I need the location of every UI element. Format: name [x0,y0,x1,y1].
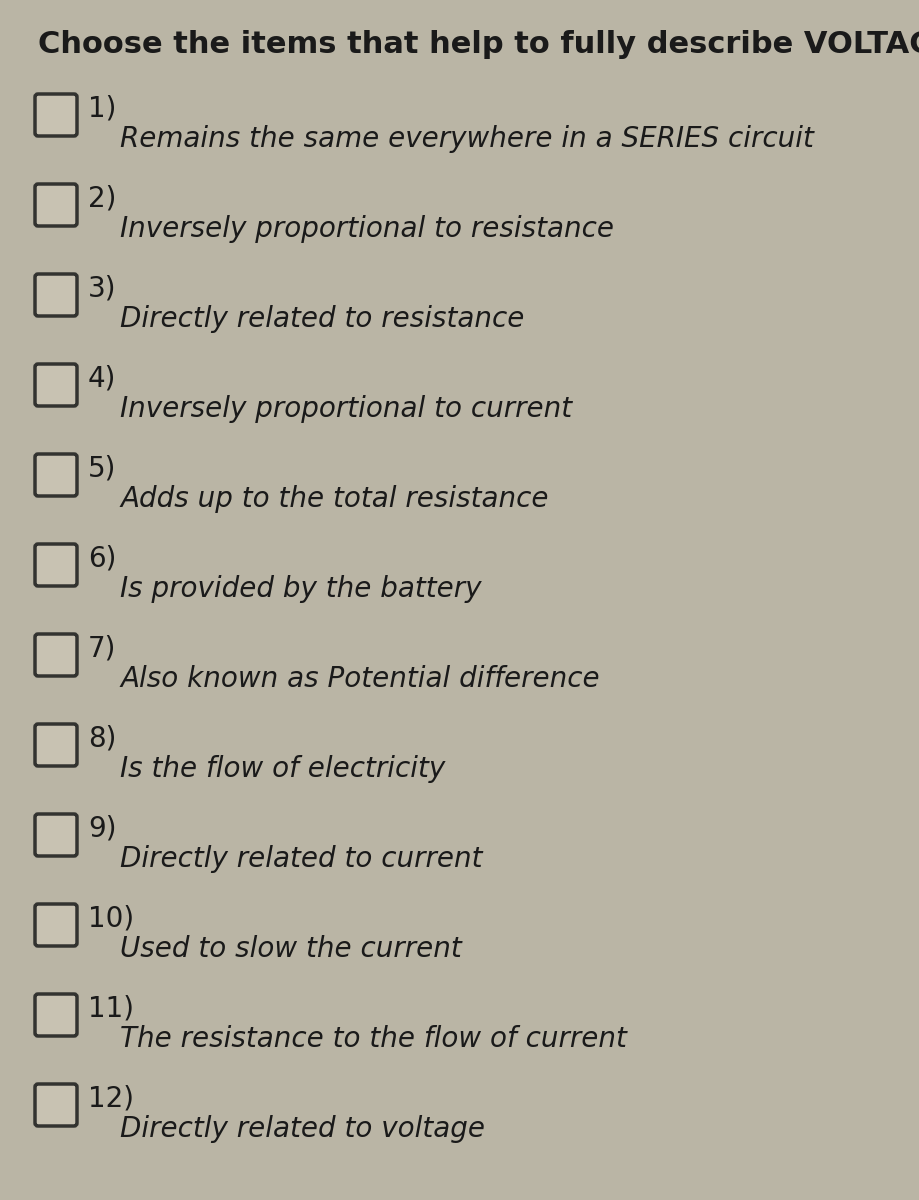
Text: Is the flow of electricity: Is the flow of electricity [119,755,445,782]
FancyBboxPatch shape [35,724,77,766]
Text: Is provided by the battery: Is provided by the battery [119,575,481,602]
Text: Directly related to voltage: Directly related to voltage [119,1115,484,1142]
FancyBboxPatch shape [35,544,77,586]
Text: 5): 5) [88,455,116,482]
FancyBboxPatch shape [35,814,77,856]
Text: Directly related to resistance: Directly related to resistance [119,305,524,332]
Text: Inversely proportional to resistance: Inversely proportional to resistance [119,215,613,242]
Text: 12): 12) [88,1085,134,1114]
FancyBboxPatch shape [35,94,77,136]
Text: 3): 3) [88,275,117,302]
Text: 7): 7) [88,635,116,662]
Text: 11): 11) [88,995,134,1022]
FancyBboxPatch shape [35,904,77,946]
Text: 9): 9) [88,815,117,842]
FancyBboxPatch shape [35,274,77,316]
Text: Inversely proportional to current: Inversely proportional to current [119,395,572,422]
Text: Adds up to the total resistance: Adds up to the total resistance [119,485,548,514]
Text: 1): 1) [88,95,116,122]
Text: 8): 8) [88,725,116,754]
Text: Directly related to current: Directly related to current [119,845,482,874]
Text: 10): 10) [88,905,134,934]
Text: Choose the items that help to fully describe VOLTAGE.: Choose the items that help to fully desc… [38,30,919,59]
Text: Remains the same everywhere in a SERIES circuit: Remains the same everywhere in a SERIES … [119,125,813,152]
FancyBboxPatch shape [35,634,77,676]
Text: 6): 6) [88,545,116,572]
Text: The resistance to the flow of current: The resistance to the flow of current [119,1025,626,1054]
FancyBboxPatch shape [35,1084,77,1126]
FancyBboxPatch shape [35,364,77,406]
FancyBboxPatch shape [35,184,77,226]
FancyBboxPatch shape [35,454,77,496]
Text: Used to slow the current: Used to slow the current [119,935,461,962]
Text: Also known as Potential difference: Also known as Potential difference [119,665,599,692]
Text: 4): 4) [88,365,116,392]
FancyBboxPatch shape [35,994,77,1036]
Text: 2): 2) [88,185,116,214]
